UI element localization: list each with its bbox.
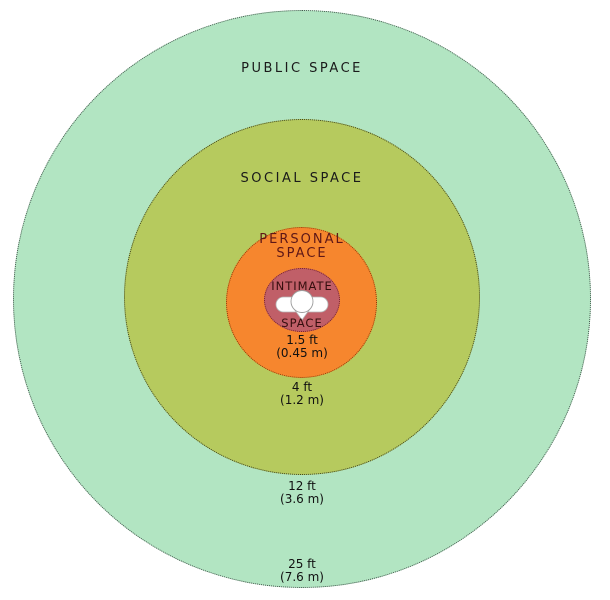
social-distance-ft: 12 ft <box>288 479 316 493</box>
intimate-space-label-line1: INTIMATE <box>271 279 333 293</box>
personal-distance-label: 4 ft (1.2 m) <box>280 381 324 407</box>
personal-space-label: PERSONAL SPACE <box>259 233 344 261</box>
social-distance-m: (3.6 m) <box>280 492 324 506</box>
intimate-distance-m: (0.45 m) <box>276 346 328 360</box>
public-space-label: PUBLIC SPACE <box>241 61 363 76</box>
personal-distance-ft: 4 ft <box>291 380 313 394</box>
intimate-distance-ft: 1.5 ft <box>286 333 318 347</box>
public-distance-m: (7.6 m) <box>280 570 324 584</box>
public-distance-label: 25 ft (7.6 m) <box>280 558 324 584</box>
person-top-view-icon <box>275 290 329 321</box>
personal-space-label-line2: SPACE <box>276 246 328 261</box>
social-distance-label: 12 ft (3.6 m) <box>280 480 324 506</box>
intimate-distance-label: 1.5 ft (0.45 m) <box>276 334 328 360</box>
public-distance-ft: 25 ft <box>288 557 316 571</box>
personal-space-label-line1: PERSONAL <box>259 232 345 247</box>
personal-distance-m: (1.2 m) <box>280 393 324 407</box>
intimate-space-label-line2: SPACE <box>281 316 323 330</box>
social-space-label: SOCIAL SPACE <box>240 171 364 186</box>
